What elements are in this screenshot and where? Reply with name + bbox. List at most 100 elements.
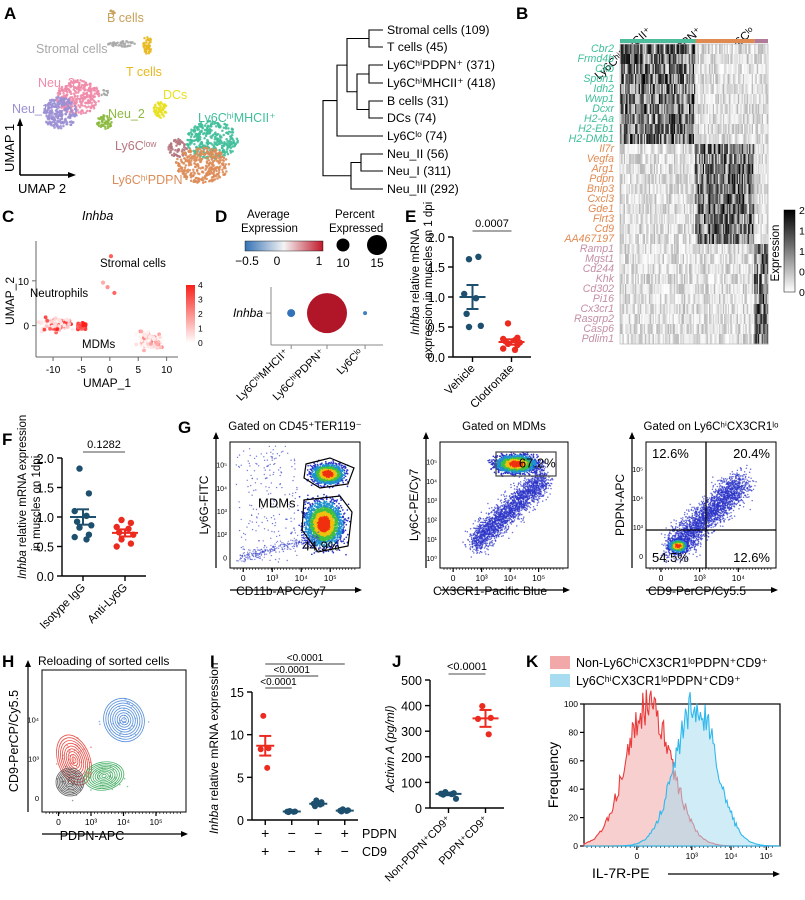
heatmap-gene-label: Cx3cr1 — [580, 303, 614, 315]
panel-g-label: G — [178, 418, 192, 437]
panel-g-plot2-ytick: 10⁰ — [426, 555, 437, 563]
panel-g-gate-label: 44.9% — [303, 538, 340, 553]
panel-d-dotplot: D Average Expression Percent Expressed −… — [215, 205, 405, 404]
panel-g-quadrant-label: 12.6% — [733, 550, 770, 565]
dendrogram-leaf-label: DCs (74) — [387, 111, 436, 125]
panel-i-marker-sign: + — [341, 825, 349, 841]
panel-g-quadrant-label: 12.6% — [652, 446, 689, 461]
panel-i-label: I — [210, 652, 215, 671]
umap-cluster-label: Neu_3 — [38, 76, 75, 90]
panel-k-legend-swatch — [550, 674, 570, 687]
heatmap-gene-label: Ramp1 — [580, 243, 614, 255]
umap-cluster-label: DCs — [163, 88, 187, 102]
panel-k-ytick: 0 — [573, 841, 578, 851]
panel-f-ylabel-line2: in muscles on 1dpi — [31, 456, 43, 551]
panel-e-scatterplot: E 0.0 0.5 1.0 1.5 2.0 Vehicle Clodronate 0.0007… — [405, 202, 555, 411]
umap-cluster-label: Stromal cells — [36, 42, 108, 56]
panel-g-plot3-xtick: 0 — [659, 573, 664, 583]
dendrogram-leaf-label: Stromal cells (109) — [387, 23, 490, 37]
umap-cluster-label: Ly6CʰⁱMHCII⁺ — [198, 111, 276, 125]
cluster-dendrogram: Stromal cells (109) T cells (45) Ly6CʰⁱPDP… — [295, 8, 510, 198]
dendrogram-leaf-label: Neu_I (311) — [387, 164, 451, 178]
panel-c-annotation: Stromal cells — [100, 258, 166, 270]
umap-cluster-label: Ly6Cˡᵒʷ — [115, 139, 157, 153]
panel-f-ytick: 1.0 — [37, 511, 54, 525]
panel-g-plot2-xtick: 0 — [451, 573, 456, 583]
panel-c-annotation: Neutrophils — [30, 288, 88, 300]
panel-e-group-label: Vehicle — [443, 363, 478, 398]
panel-b-heatmap: B Ly6CʰⁱMHCII⁺Ly6CʰⁱPDPN⁺Ly6Cˡᵒ Cbr2Frmd… — [512, 0, 805, 400]
heatmap-colorbar-title: Expression — [770, 225, 782, 282]
panel-i-ytick: 15 — [230, 686, 244, 700]
panel-f-label: F — [2, 430, 13, 449]
heatmap-gene-label: Cd302 — [583, 283, 614, 295]
heatmap-gene-label: Bnip3 — [587, 183, 614, 195]
panel-c-colorbar — [186, 285, 195, 343]
heatmap-gene-label: AA467197 — [564, 233, 616, 245]
panel-j-plot: 0100200300400500Non-PDPN⁺CD9⁺PDPN⁺CD9⁺<0… — [383, 661, 504, 884]
umap2-axis-label: UMAP 2 — [18, 181, 66, 196]
panel-k-histogram: K Non-Ly6CʰⁱCX3CR1ˡᵒPDPN⁺CD9⁺ Ly6CʰⁱCX3CR… — [522, 648, 805, 900]
panel-f-group-label: Isotype IgG — [38, 582, 88, 632]
panel-g-plot3-ytick: 0 — [639, 554, 643, 561]
heatmap-gene-label: Mgst1 — [585, 253, 614, 265]
panel-k-ytick: 40 — [569, 784, 579, 794]
panel-i-marker-sign: − — [288, 825, 296, 841]
panel-g-plot1-xtick: 10⁴ — [295, 573, 308, 583]
panel-g-quadrant-label: 54.5% — [652, 550, 689, 565]
panel-f-group-label: Anti-Ly6G — [86, 582, 130, 626]
umap-axes — [17, 118, 76, 178]
umap-cluster-label: B cells — [107, 11, 144, 25]
percent-expressed-legend-title-2: Expressed — [329, 223, 384, 235]
panel-i-ytick: 10 — [230, 729, 244, 743]
panel-c-colorbar-tick: 4 — [198, 280, 203, 290]
panel-e-ytick: 2.0 — [428, 231, 445, 245]
heatmap-gene-label: Gde1 — [588, 203, 614, 215]
panel-c-xlabel: UMAP_1 — [83, 376, 131, 390]
panel-c-ytick: 10 — [18, 277, 30, 288]
heatmap-gene-label: Khk — [596, 273, 615, 285]
panel-i-marker-sign: − — [314, 825, 322, 841]
panel-d-category-label: Ly6Cˡᵒ — [335, 347, 366, 378]
panel-g-plot1-ylabel: Ly6G-FITC — [197, 475, 211, 534]
panel-j-ytick: 100 — [401, 776, 422, 790]
panel-f-ytick: 1.5 — [37, 482, 54, 496]
panel-g-plot1-ytick: 10⁴ — [216, 486, 227, 493]
dendrogram-leaf-label: T cells (45) — [387, 40, 448, 54]
panel-e-ytick: 0.0 — [428, 351, 445, 365]
panel-f-pvalue: 0.1282 — [87, 439, 121, 451]
panel-g-plot2-xlabel: CX3CR1-Pacific Blue — [433, 584, 547, 598]
panel-f-ylabel-line1: Inhba relative mRNA expression — [17, 415, 29, 579]
dendrogram-leaf-label: Ly6CʰⁱMHCII⁺ (418) — [387, 76, 496, 90]
panel-e-pvalue: 0.0007 — [475, 218, 509, 230]
panel-e-ytick: 1.5 — [428, 261, 445, 275]
panel-a-label: A — [4, 4, 17, 23]
heatmap-gene-label: Frmd4b — [578, 53, 615, 65]
heatmap-gene-label: Flrt3 — [593, 213, 614, 225]
panel-j-label: J — [392, 652, 402, 671]
heatmap-colorbar-tick: 1.0 — [799, 246, 805, 258]
heatmap-gene-label: Arg1 — [591, 163, 614, 175]
panel-c-colorbar-tick: 0 — [198, 338, 203, 348]
panel-g-plot1-xlabel: CD11b-APC/Cy7 — [236, 584, 326, 598]
panel-j-ytick: 200 — [401, 751, 422, 765]
panel-k-ytick: 100 — [564, 699, 578, 709]
panel-h-ylabel: CD9-PerCP/Cy5.5 — [7, 690, 21, 792]
panel-i-pvalue: <0.0001 — [274, 665, 311, 676]
umap-cluster-label: Ly6CʰⁱPDPN⁺ — [112, 173, 189, 187]
panel-h-xtick: 10⁴ — [117, 817, 130, 827]
panel-h-xtick: 10³ — [85, 817, 97, 827]
panel-g-flow-cytometry: G Gated on CD45⁺TER119⁻ 0 10³ 10⁴ 10⁵ 0 10² 10³… — [178, 408, 805, 643]
panel-g-plot3-xtick: 10³ — [693, 573, 705, 583]
dendrogram-leaf-label: Ly6CʰⁱPDPN⁺ (371) — [387, 58, 495, 72]
panel-k-xtick: 10⁴ — [724, 851, 737, 861]
panel-c-colorbar-tick: 1 — [198, 324, 203, 334]
panel-g-gate-label: MDMs — [258, 496, 296, 511]
heatmap-gene-label: Casp6 — [583, 323, 614, 335]
panel-h-ytick: 10³ — [28, 755, 39, 764]
panel-g-plot2-title: Gated on MDMs — [462, 421, 546, 433]
panel-g-plot3-title: Gated on Ly6CʰⁱCX3CR1ˡᵒ — [644, 420, 780, 433]
percent-expressed-legend-title-1: Percent — [335, 209, 375, 221]
